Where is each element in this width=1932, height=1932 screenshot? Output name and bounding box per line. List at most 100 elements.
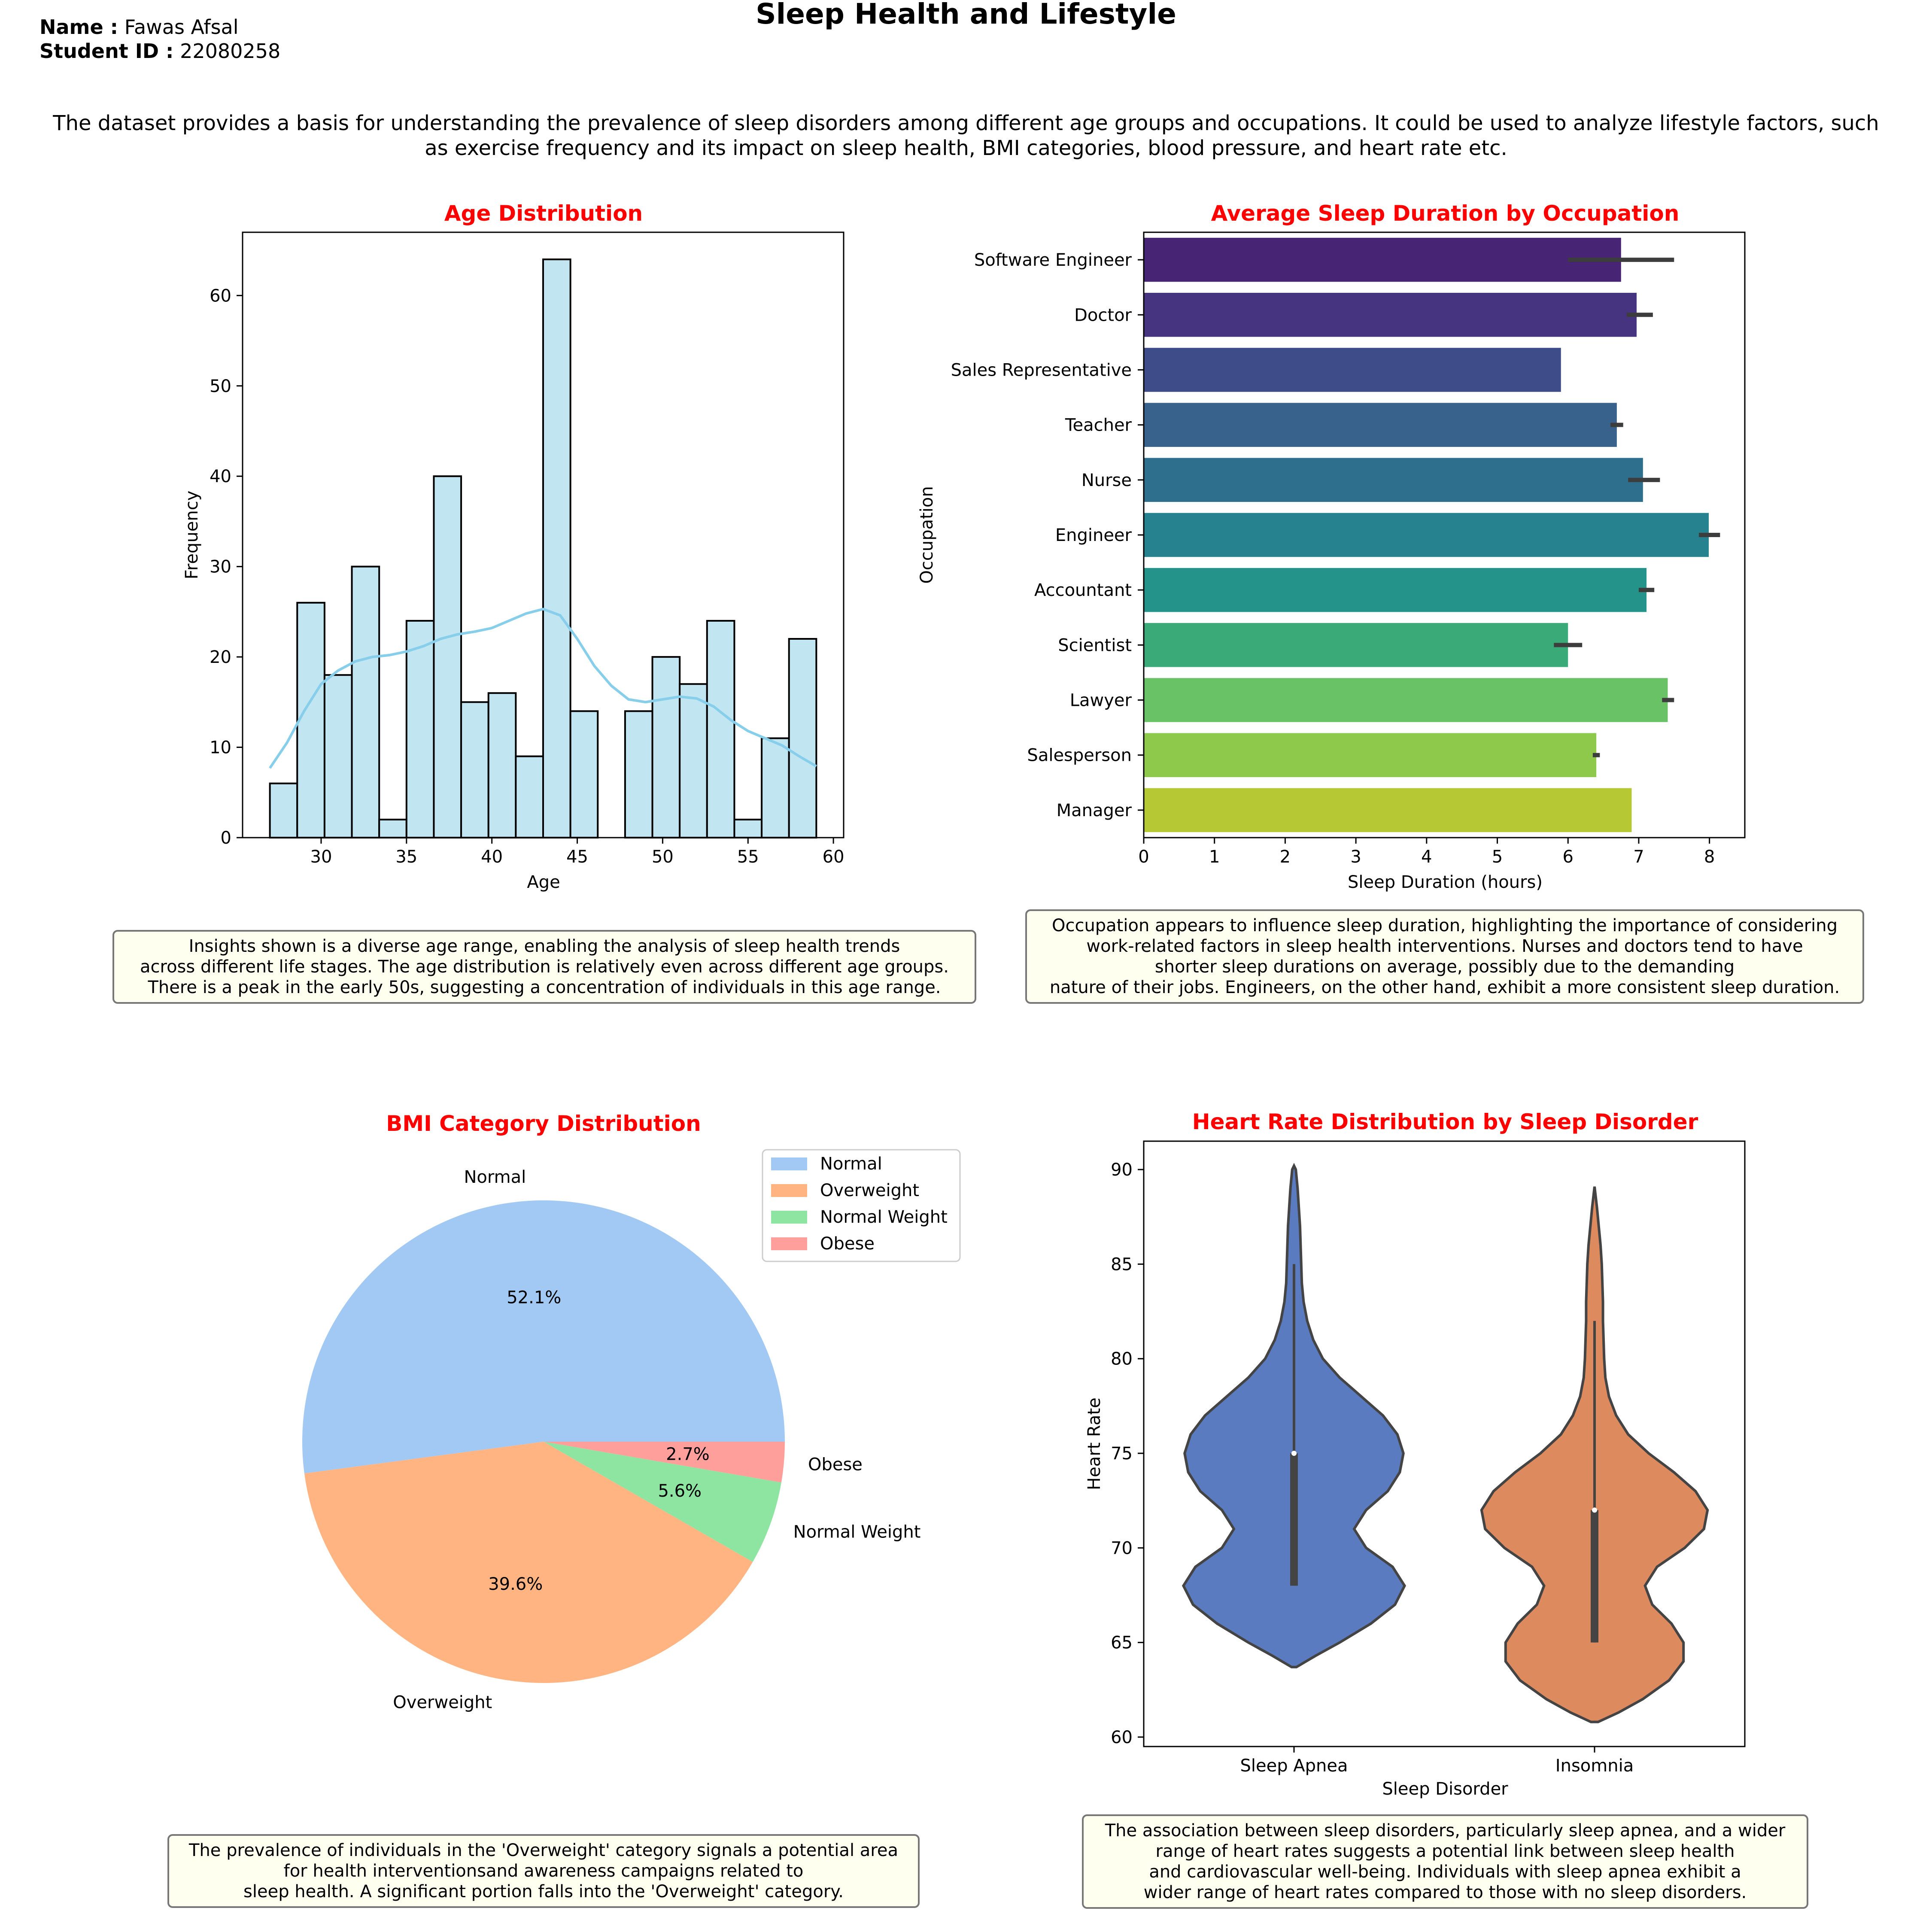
bar-manager	[1144, 788, 1632, 832]
y-tick-label: 60	[1111, 1728, 1133, 1747]
category-label-sales-representative: Sales Representative	[951, 360, 1132, 380]
x-tick-label: 60	[823, 847, 844, 867]
student-id-label: Student ID :	[39, 39, 174, 63]
x-tick-label: 3	[1350, 847, 1361, 867]
student-id-value: 22080258	[180, 39, 281, 63]
age-plot-frame	[242, 231, 844, 838]
legend-label-overweight: Overweight	[820, 1181, 919, 1200]
x-tick-label: 2	[1280, 847, 1291, 867]
y-tick-label: 20	[210, 647, 231, 667]
pie-slice-obese	[544, 1442, 785, 1482]
pie-percent-overweight: 39.6%	[488, 1574, 543, 1594]
pie-slice-overweight	[304, 1442, 753, 1683]
category-label-engineer: Engineer	[1055, 526, 1132, 545]
pie-label-overweight: Overweight	[393, 1693, 492, 1713]
bar-salesperson	[1144, 733, 1597, 777]
bmi-legend: Normal Overweight Normal Weight Obese	[762, 1149, 961, 1262]
legend-swatch-obese	[771, 1237, 807, 1250]
histogram-bar	[569, 710, 599, 839]
bar-software-engineer	[1144, 237, 1621, 282]
heart-rate-violin-chart: Heart Rate Distribution by Sleep Disorde…	[1084, 1109, 1746, 1799]
x-tick-label: 30	[310, 847, 332, 867]
bar-scientist	[1144, 623, 1568, 667]
histogram-bar	[351, 565, 380, 838]
age-insight-box: Insights shown is a diverse age range, e…	[112, 930, 976, 1004]
x-tick-label-insomnia: Insomnia	[1555, 1756, 1634, 1776]
y-tick-label: 30	[210, 557, 231, 577]
category-label-accountant: Accountant	[1034, 580, 1132, 600]
legend-swatch-normal-weight	[771, 1211, 807, 1224]
y-tick-label: 70	[1111, 1538, 1133, 1558]
age-distribution-chart: Age Distribution 30 35 40 45 50 55 60 0 10 20 30 4…	[182, 201, 844, 892]
legend-swatch-overweight	[771, 1184, 807, 1197]
histogram-bar	[761, 737, 790, 838]
pie-label-normal: Normal	[464, 1167, 526, 1187]
bmi-chart-title: BMI Category Distribution	[386, 1111, 701, 1136]
pie-label-obese: Obese	[808, 1455, 863, 1474]
y-tick-label: 65	[1111, 1633, 1133, 1653]
histogram-bar	[706, 620, 735, 839]
x-tick-label: 4	[1421, 847, 1432, 867]
category-label-scientist: Scientist	[1058, 635, 1132, 655]
pie-percent-obese: 2.7%	[666, 1445, 710, 1464]
y-tick-label: 50	[210, 377, 231, 396]
age-kde-curve	[269, 608, 817, 769]
y-tick-label: 75	[1111, 1444, 1133, 1464]
bmi-legend-frame	[762, 1149, 961, 1262]
y-tick-label: 10	[210, 738, 231, 758]
occupation-sleep-chart: Average Sleep Duration by Occupation Sof…	[917, 201, 1746, 892]
histogram-bar	[433, 475, 462, 838]
age-chart-title: Age Distribution	[444, 201, 643, 226]
legend-label-normal-weight: Normal Weight	[820, 1207, 948, 1227]
intro-line-2: as exercise frequency and its impact on …	[425, 136, 1507, 160]
x-tick-label: 8	[1704, 847, 1715, 867]
heart-rate-y-axis-label: Heart Rate	[1084, 1397, 1104, 1490]
occupation-x-axis-label: Sleep Duration (hours)	[1348, 872, 1543, 892]
bar-sales-representative	[1144, 348, 1561, 392]
heart-rate-chart-title: Heart Rate Distribution by Sleep Disorde…	[1192, 1109, 1698, 1134]
bar-teacher	[1144, 403, 1617, 447]
category-label-nurse: Nurse	[1081, 471, 1132, 490]
bar-doctor	[1144, 293, 1637, 337]
legend-swatch-normal	[771, 1157, 807, 1170]
x-tick-label: 45	[566, 847, 588, 867]
x-tick-label: 35	[395, 847, 417, 867]
legend-label-obese: Obese	[820, 1234, 875, 1254]
x-tick-label: 0	[1138, 847, 1149, 867]
category-label-software-engineer: Software Engineer	[974, 250, 1132, 270]
histogram-bar	[405, 620, 435, 839]
intro-line-1: The dataset provides a basis for underst…	[53, 111, 1879, 135]
pie-label-normal-weight: Normal Weight	[793, 1522, 921, 1542]
x-tick-label: 5	[1492, 847, 1503, 867]
pie-slice-normal-weight	[544, 1442, 781, 1562]
x-tick-label: 55	[737, 847, 759, 867]
median-dot-sleep-apnea	[1291, 1451, 1297, 1456]
histogram-bar	[296, 601, 325, 838]
x-tick-label: 40	[481, 847, 503, 867]
occupation-insight-box: Occupation appears to influence sleep du…	[1025, 909, 1864, 1004]
y-tick-label: 90	[1111, 1160, 1133, 1180]
y-tick-label: 80	[1111, 1349, 1133, 1369]
x-tick-label: 7	[1633, 847, 1644, 867]
heart-rate-insight-box: The association between sleep disorders,…	[1082, 1814, 1808, 1909]
pie-percent-normal: 52.1%	[507, 1288, 561, 1308]
histogram-bar	[542, 258, 571, 839]
legend-label-normal: Normal	[820, 1154, 882, 1174]
name-label: Name :	[39, 15, 118, 39]
category-label-manager: Manager	[1057, 801, 1132, 820]
occupation-chart-title: Average Sleep Duration by Occupation	[1211, 201, 1680, 226]
name-line: Name : Fawas Afsal	[39, 15, 239, 39]
page-title: Sleep Health and Lifestyle	[756, 0, 1176, 30]
bmi-insight-box: The prevalence of individuals in the 'Ov…	[167, 1834, 920, 1908]
x-tick-label: 50	[652, 847, 674, 867]
age-x-axis-label: Age	[527, 872, 560, 892]
histogram-bar	[515, 755, 544, 839]
pie-percent-normal-weight: 5.6%	[658, 1481, 702, 1501]
category-label-teacher: Teacher	[1065, 416, 1132, 435]
category-label-salesperson: Salesperson	[1027, 746, 1132, 766]
heart-rate-plot-frame	[1143, 1140, 1746, 1747]
x-tick-label: 6	[1563, 847, 1574, 867]
y-tick-label: 40	[210, 467, 231, 486]
y-tick-label: 60	[210, 286, 231, 306]
histogram-bar	[460, 701, 489, 838]
